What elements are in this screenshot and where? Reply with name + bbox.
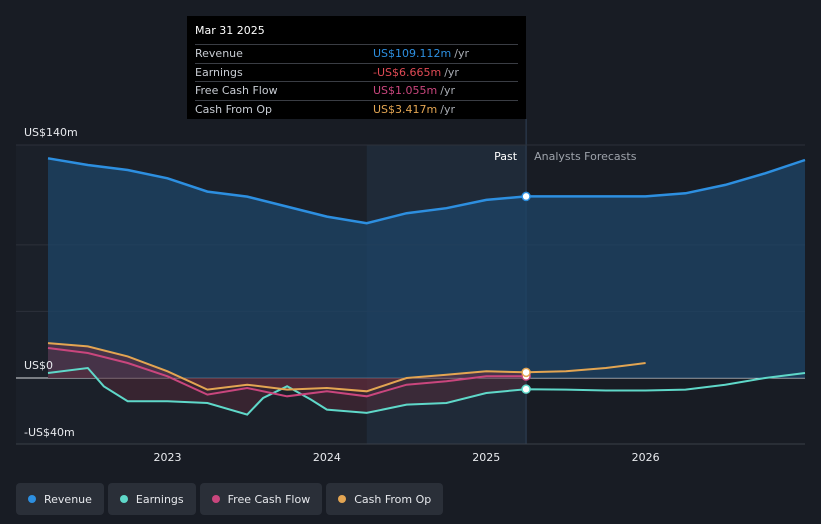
- x-tick-label: 2026: [632, 451, 660, 464]
- tooltip: Mar 31 2025 Revenue US$109.112m /yr Earn…: [187, 16, 526, 119]
- cash-from-op-marker: [521, 367, 531, 378]
- cash-from-op-line: [47, 342, 646, 393]
- legend-item-revenue[interactable]: Revenue: [16, 483, 104, 515]
- legend-label: Earnings: [135, 492, 184, 506]
- tooltip-value: US$3.417m: [373, 102, 438, 116]
- tooltip-unit: /yr: [440, 84, 455, 97]
- earnings-line: [47, 366, 806, 416]
- tooltip-unit: /yr: [440, 102, 455, 116]
- legend-dot-icon: [119, 495, 128, 503]
- tooltip-row-free-cash-flow: Free Cash Flow US$1.055m /yr: [195, 81, 518, 100]
- legend-dot-icon: [338, 495, 347, 503]
- y-tick-label: US$140m: [24, 126, 78, 139]
- tooltip-unit: /yr: [454, 47, 469, 60]
- legend-label: Cash From Op: [354, 492, 432, 506]
- revenue-area: [48, 158, 805, 378]
- earnings-marker: [521, 384, 531, 394]
- free-cash-flow-line: [47, 347, 527, 398]
- cash-area: [48, 343, 527, 392]
- legend-dot-icon: [211, 495, 220, 503]
- y-tick-label: -US$40m: [24, 426, 75, 439]
- tooltip-value: -US$6.665m: [373, 65, 442, 79]
- x-tick-label: 2023: [154, 451, 182, 464]
- legend-item-free-cash-flow[interactable]: Free Cash Flow: [199, 483, 323, 515]
- tooltip-row-cash-from-op: Cash From Op US$3.417m /yr: [195, 99, 518, 119]
- legend: Revenue Earnings Free Cash Flow Cash Fro…: [16, 483, 444, 515]
- x-tick-label: 2025: [472, 451, 500, 464]
- tooltip-row-revenue: Revenue US$109.112m /yr: [195, 44, 518, 63]
- revenue-marker: [521, 191, 531, 202]
- tooltip-row-earnings: Earnings -US$6.665m /yr: [195, 62, 518, 82]
- earnings-area: [48, 368, 527, 415]
- tooltip-label: Cash From Op: [195, 102, 273, 116]
- tooltip-label: Free Cash Flow: [195, 84, 278, 97]
- legend-label: Free Cash Flow: [227, 492, 311, 506]
- tooltip-date: Mar 31 2025: [195, 24, 265, 37]
- legend-dot-icon: [28, 495, 36, 503]
- tooltip-unit: /yr: [444, 65, 459, 79]
- tooltip-value: US$1.055m: [373, 84, 438, 97]
- x-tick-label: 2024: [313, 451, 341, 464]
- tooltip-label: Revenue: [195, 47, 243, 60]
- tooltip-value: US$109.112m: [373, 47, 452, 60]
- legend-label: Revenue: [44, 492, 92, 506]
- forecast-label: Analysts Forecasts: [534, 150, 637, 163]
- y-tick-label: US$0: [24, 359, 53, 372]
- past-label: Past: [494, 150, 518, 163]
- legend-item-earnings[interactable]: Earnings: [107, 483, 196, 515]
- revenue-line: [47, 157, 806, 225]
- legend-item-cash-from-op[interactable]: Cash From Op: [326, 483, 444, 515]
- tooltip-label: Earnings: [195, 65, 243, 79]
